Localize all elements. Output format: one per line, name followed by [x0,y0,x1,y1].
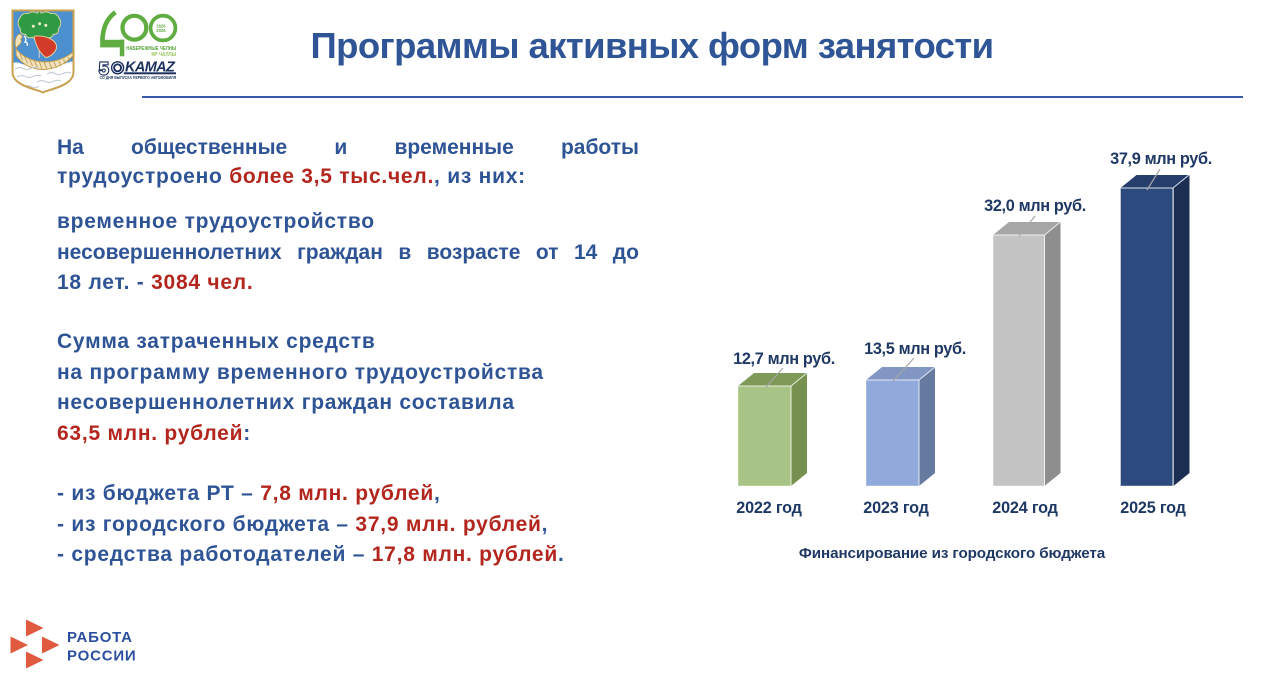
svg-text:ЯР ЧАЛЛЫ: ЯР ЧАЛЛЫ [151,52,176,58]
svg-text:KAMAZ: KAMAZ [125,60,176,76]
svg-text:5: 5 [99,59,109,79]
svg-text:РАБОТА: РАБОТА [67,629,133,646]
svg-text:1626: 1626 [156,24,166,29]
svg-text:РОССИИ: РОССИИ [67,648,137,665]
svg-text:СО ДНЯ ВЫПУСКА ПЕРВОГО АВТОМОБ: СО ДНЯ ВЫПУСКА ПЕРВОГО АВТОМОБИЛЯ [100,75,177,80]
svg-text:НАБЕРЕЖНЫЕ ЧЕЛНЫ: НАБЕРЕЖНЫЕ ЧЕЛНЫ [126,46,176,52]
svg-text:2026: 2026 [156,28,166,33]
